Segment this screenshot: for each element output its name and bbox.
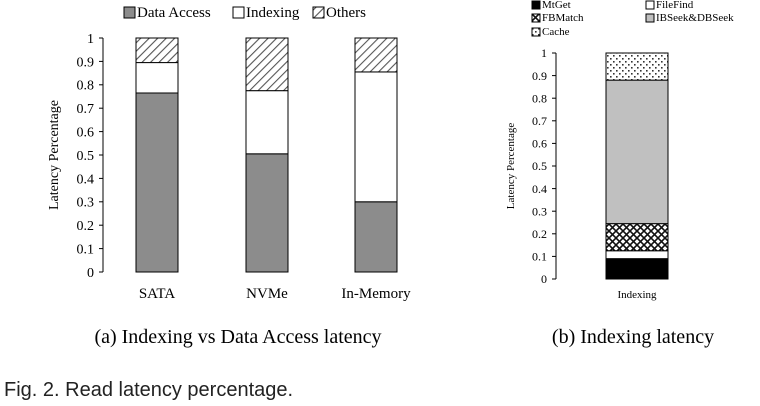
chart-a-x-labels: SATA NVMe In-Memory — [139, 286, 411, 302]
chart-a-y-axis: 0 0.1 0.2 0.3 0.4 0.5 0.6 0.7 0.8 0.9 1 — [77, 32, 104, 281]
chart-b-legend-label-ibseek-dbseek: IBSeek&DBSeek — [656, 12, 734, 24]
chart-b-legend-swatch-cache — [531, 27, 541, 37]
chart-a-bar-nvme-indexing — [245, 90, 289, 155]
chart-a-legend-swatch-data-access — [123, 6, 136, 19]
chart-a-y-label: Latency Percentage — [47, 100, 62, 210]
chart-a-y-tick-label: 0.6 — [77, 126, 95, 141]
chart-b-legend-swatch-fbmatch — [531, 13, 541, 23]
chart-b-bar-indexing-cache — [605, 52, 669, 81]
chart-a-y-tick-label: 0.1 — [77, 243, 95, 258]
chart-b-legend: MtGet FileFind FBMatch IBSeek&DBSeek Cache — [531, 0, 734, 38]
chart-b-y-tick-label: 0.8 — [532, 91, 547, 105]
chart-b-bar-indexing-mtget — [605, 258, 669, 280]
chart-a-y-tick-label: 1 — [87, 32, 94, 47]
chart-a-y-tick-label: 0.5 — [77, 149, 95, 164]
chart-b-bar-indexing-fbmatch — [605, 223, 669, 252]
chart-b-legend-label-mtget: MtGet — [542, 0, 571, 11]
chart-a-y-tick-label: 0.8 — [77, 79, 95, 94]
chart-b-y-tick-label: 0.3 — [532, 204, 547, 218]
chart-b-bars — [605, 52, 669, 280]
chart-b-y-tick-label: 0.1 — [532, 250, 547, 264]
chart-b-y-label: Latency Percentage — [505, 123, 517, 210]
chart-b-bar-indexing-ibseek-dbseek — [605, 79, 669, 225]
chart-a-legend-swatch-indexing — [232, 6, 245, 19]
chart-b-y-tick-label: 1 — [541, 46, 547, 60]
chart-b-x-label-indexing: Indexing — [617, 289, 657, 301]
chart-a-x-label-nvme: NVMe — [246, 286, 288, 302]
chart-b-y-axis: 0 0.1 0.2 0.3 0.4 0.5 0.6 0.7 0.8 0.9 1 — [532, 46, 557, 286]
chart-b-y-tick-label: 0.4 — [532, 182, 547, 196]
chart-a-bar-nvme-data-access — [245, 153, 289, 273]
chart-b-y-tick-label: 0.9 — [532, 69, 547, 83]
chart-a-legend-swatch-others — [312, 6, 325, 19]
chart-b-legend-swatch-mtget — [531, 0, 541, 10]
chart-a-bar-in-memory-indexing — [354, 71, 398, 203]
chart-a-bar-sata-others — [135, 37, 179, 64]
chart-b-legend-label-fbmatch: FBMatch — [542, 12, 584, 24]
chart-b-y-tick-label: 0.2 — [532, 227, 547, 241]
chart-b-y-tick-label: 0 — [541, 272, 547, 286]
chart-a-caption: (a) Indexing vs Data Access latency — [94, 326, 381, 348]
chart-a-bar-sata-indexing — [135, 62, 179, 94]
chart-b-legend-swatch-ibseek-dbseek — [645, 13, 655, 23]
chart-a-y-tick-label: 0.3 — [77, 196, 95, 211]
chart-a-bars — [135, 37, 398, 273]
chart-a-legend-label-indexing: Indexing — [246, 5, 300, 21]
chart-a-y-tick-label: 0 — [87, 266, 94, 281]
chart-b-y-tick-label: 0.6 — [532, 137, 547, 151]
chart-a: Data Access Indexing Others 00.10.20.30.40… — [47, 5, 411, 348]
chart-a-legend-label-data-access: Data Access — [137, 5, 211, 21]
chart-b-y-tick-label: 0.5 — [532, 159, 547, 173]
chart-a-x-label-sata: SATA — [139, 286, 175, 302]
chart-a-bar-nvme-others — [245, 37, 289, 92]
chart-b-y-tick-label: 0.7 — [532, 114, 547, 128]
chart-a-bar-in-memory-others — [354, 37, 398, 73]
chart-a-bar-in-memory-data-access — [354, 201, 398, 273]
chart-a-legend: Data Access Indexing Others — [123, 5, 366, 21]
chart-a-legend-label-others: Others — [326, 5, 366, 21]
chart-b-x-labels: Indexing — [617, 289, 657, 301]
chart-a-y-tick-label: 0.2 — [77, 219, 95, 234]
chart-b: MtGet FileFind FBMatch IBSeek&DBSeek Cache 0… — [505, 0, 734, 348]
chart-b-legend-label-filefind: FileFind — [656, 0, 694, 11]
chart-b-legend-swatch-filefind — [645, 0, 655, 10]
chart-a-y-tick-label: 0.9 — [77, 55, 95, 70]
chart-a-y-tick-label: 0.7 — [77, 102, 95, 117]
chart-b-bar-indexing-filefind — [605, 250, 669, 260]
chart-a-bar-sata-data-access — [135, 92, 179, 273]
chart-a-x-label-in-memory: In-Memory — [341, 286, 411, 302]
chart-a-y-tick-label: 0.4 — [77, 172, 95, 187]
chart-b-caption: (b) Indexing latency — [552, 326, 714, 348]
figure-caption: Fig. 2. Read latency percentage. — [4, 379, 293, 401]
chart-b-legend-label-cache: Cache — [542, 26, 570, 38]
